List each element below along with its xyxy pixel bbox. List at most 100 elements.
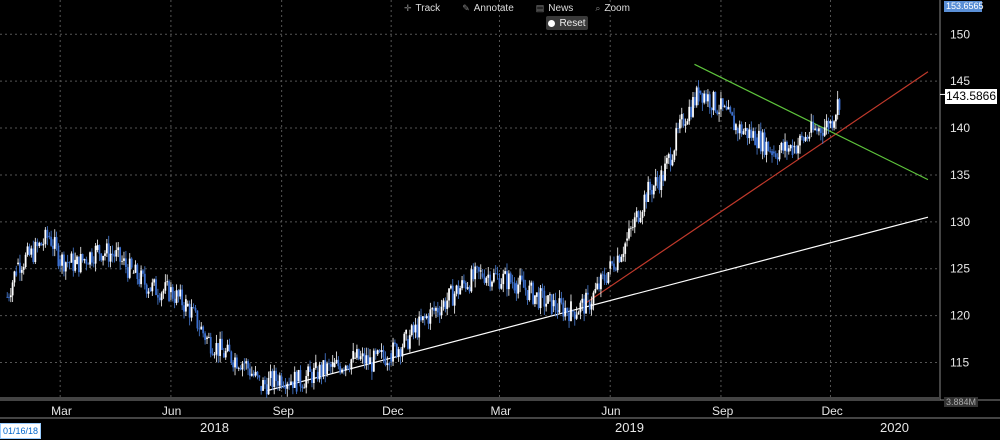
- candle-body: [491, 281, 493, 287]
- candle-body: [134, 264, 137, 273]
- y-tick-label: 140: [950, 121, 970, 135]
- candle-body: [592, 292, 595, 304]
- candle-body: [481, 273, 484, 277]
- x-tick-label: Jun: [601, 404, 620, 418]
- news-button[interactable]: ▤ News: [532, 0, 578, 16]
- candle-body: [198, 328, 201, 330]
- candle-body: [451, 285, 454, 306]
- candle-body: [736, 128, 739, 134]
- candle-body: [44, 229, 47, 245]
- candle-body: [690, 106, 693, 117]
- candle-body: [804, 136, 807, 141]
- candle-body: [311, 371, 313, 384]
- candle-body: [712, 91, 715, 111]
- candle-body: [222, 353, 225, 358]
- candle-body: [217, 343, 220, 356]
- candle-body: [132, 272, 135, 274]
- candle-body: [814, 128, 816, 130]
- candle-body: [46, 229, 49, 239]
- candle-body: [320, 364, 323, 377]
- candle-body: [204, 333, 206, 341]
- candle-body: [87, 263, 90, 265]
- candle-body: [38, 242, 41, 247]
- track-button[interactable]: ✛ Track: [400, 0, 444, 16]
- candle-body: [309, 366, 311, 372]
- y-tick-label: 150: [950, 27, 970, 41]
- annotate-label: Annotate: [473, 2, 514, 14]
- candle-body: [322, 360, 325, 377]
- top-price-label: 153.6565: [944, 1, 984, 12]
- candle-body: [155, 279, 157, 295]
- candle-body: [211, 353, 214, 355]
- year-label-2018: 2018: [200, 420, 229, 435]
- candle-body: [335, 359, 338, 363]
- candle-body: [519, 275, 521, 285]
- candle-body: [271, 371, 274, 387]
- chart-toolbar: ✛ Track ✎ Annotate ▤ News ⌕ Zoom: [400, 0, 634, 16]
- candle-body: [348, 368, 351, 370]
- x-tick-label: Dec: [821, 404, 842, 418]
- candle-body: [457, 285, 460, 295]
- candle-body: [649, 181, 651, 190]
- candle-body: [701, 93, 704, 103]
- candle-body: [361, 353, 364, 357]
- candle-body: [367, 355, 370, 364]
- candle-body: [631, 227, 634, 229]
- candle-body: [795, 146, 798, 154]
- candle-body: [192, 307, 195, 308]
- candle-body: [423, 316, 426, 319]
- candle-body: [759, 130, 762, 152]
- candle-body: [754, 131, 757, 146]
- candle-body: [453, 293, 456, 306]
- candle-body: [277, 381, 279, 386]
- zoom-button[interactable]: ⌕ Zoom: [591, 0, 634, 16]
- candle-body: [418, 316, 421, 338]
- candle-body: [782, 142, 785, 151]
- candle-body: [647, 181, 650, 202]
- candle-body: [552, 300, 555, 307]
- candle-body: [780, 142, 783, 151]
- candle-body: [568, 312, 570, 321]
- candle-body: [645, 193, 648, 202]
- candle-body: [530, 282, 533, 286]
- candle-body: [586, 292, 589, 295]
- candle-body: [105, 243, 108, 254]
- candle-body: [104, 253, 106, 256]
- candle-body: [742, 131, 745, 135]
- candle-body: [9, 295, 12, 298]
- candle-body: [664, 163, 666, 181]
- candle-body: [448, 288, 450, 301]
- candle-body: [254, 371, 257, 376]
- candle-body: [541, 288, 544, 291]
- annotate-button[interactable]: ✎ Annotate: [458, 0, 518, 16]
- magnifier-icon: ⌕: [595, 2, 601, 13]
- candle-body: [575, 314, 578, 319]
- candle-body: [579, 302, 582, 313]
- candle-body: [746, 128, 749, 139]
- x-tick-label: Mar: [490, 404, 511, 418]
- candle-body: [714, 91, 717, 112]
- candle-body: [500, 284, 503, 289]
- candle-body: [498, 278, 501, 289]
- candle-body: [624, 243, 627, 254]
- y-tick-label: 135: [950, 168, 970, 182]
- candle-body: [291, 381, 294, 388]
- candle-body: [8, 297, 10, 298]
- volume-strip: [0, 397, 940, 400]
- candle-body: [76, 256, 78, 265]
- candle-body: [17, 262, 19, 265]
- candle-body: [245, 361, 248, 364]
- candle-body: [446, 300, 449, 309]
- candle-body: [502, 273, 505, 285]
- candle-body: [427, 315, 430, 324]
- candle-body: [829, 121, 832, 124]
- reset-button[interactable]: Reset: [546, 16, 588, 30]
- candle-body: [269, 371, 272, 379]
- x-tick-label: Mar: [51, 404, 72, 418]
- candle-body: [455, 285, 458, 294]
- candle-body: [421, 316, 424, 321]
- candle-body: [476, 266, 478, 268]
- candle-body: [357, 349, 360, 360]
- candle-body: [616, 255, 619, 271]
